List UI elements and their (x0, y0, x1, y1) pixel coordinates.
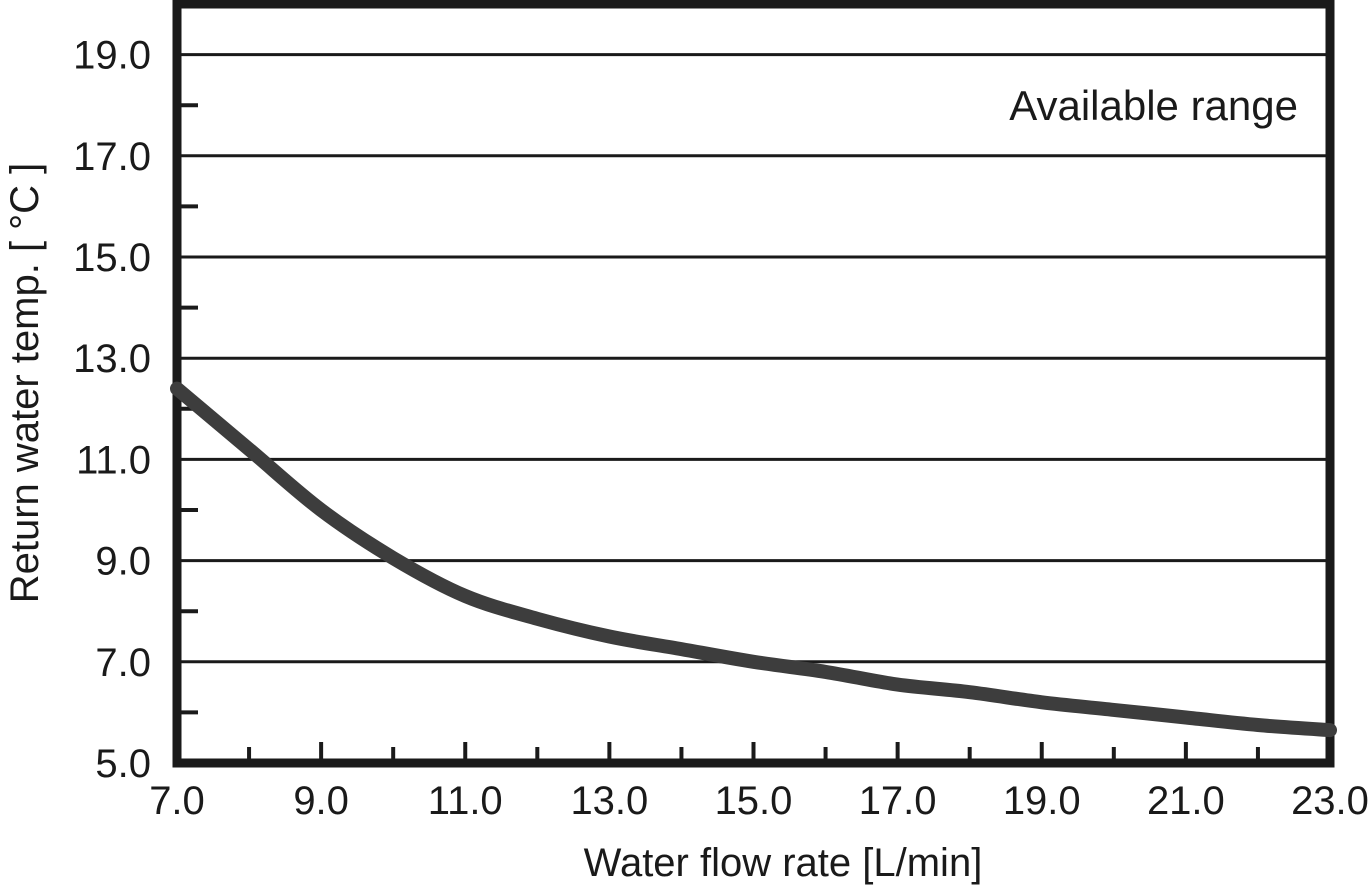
x-tick-label: 11.0 (428, 779, 503, 823)
y-tick-label: 15.0 (73, 236, 151, 280)
x-tick-label: 17.0 (859, 779, 937, 823)
y-tick-label: 9.0 (95, 540, 151, 584)
x-tick-label: 21.0 (1147, 779, 1225, 823)
x-tick-label: 7.0 (149, 779, 205, 823)
x-tick-label: 15.0 (715, 779, 793, 823)
y-gridlines (177, 53, 1330, 664)
y-tick-label: 13.0 (73, 337, 151, 381)
x-tick-label: 13.0 (570, 779, 648, 823)
x-tick-label: 23.0 (1291, 779, 1369, 823)
y-axis-title: Return water temp. [ °C ] (3, 163, 47, 604)
x-tick-label: 9.0 (293, 779, 349, 823)
available-range-label: Available range (1009, 82, 1298, 129)
x-axis-title: Water flow rate [L/min] (584, 841, 983, 885)
y-tick-label: 17.0 (73, 135, 151, 179)
y-tick-label: 11.0 (76, 438, 151, 482)
y-tick-label: 5.0 (95, 742, 151, 786)
curve-return-water-temp (170, 381, 1337, 738)
x-tick-labels: 7.0 9.0 11.0 13.0 15.0 17.0 19.0 21.0 23.0 (149, 779, 1369, 823)
y-tick-label: 7.0 (95, 641, 151, 685)
x-tick-label: 19.0 (1003, 779, 1081, 823)
y-tick-labels: 5.0 7.0 9.0 11.0 13.0 15.0 17.0 19.0 (73, 34, 151, 786)
y-tick-label: 19.0 (73, 34, 151, 78)
